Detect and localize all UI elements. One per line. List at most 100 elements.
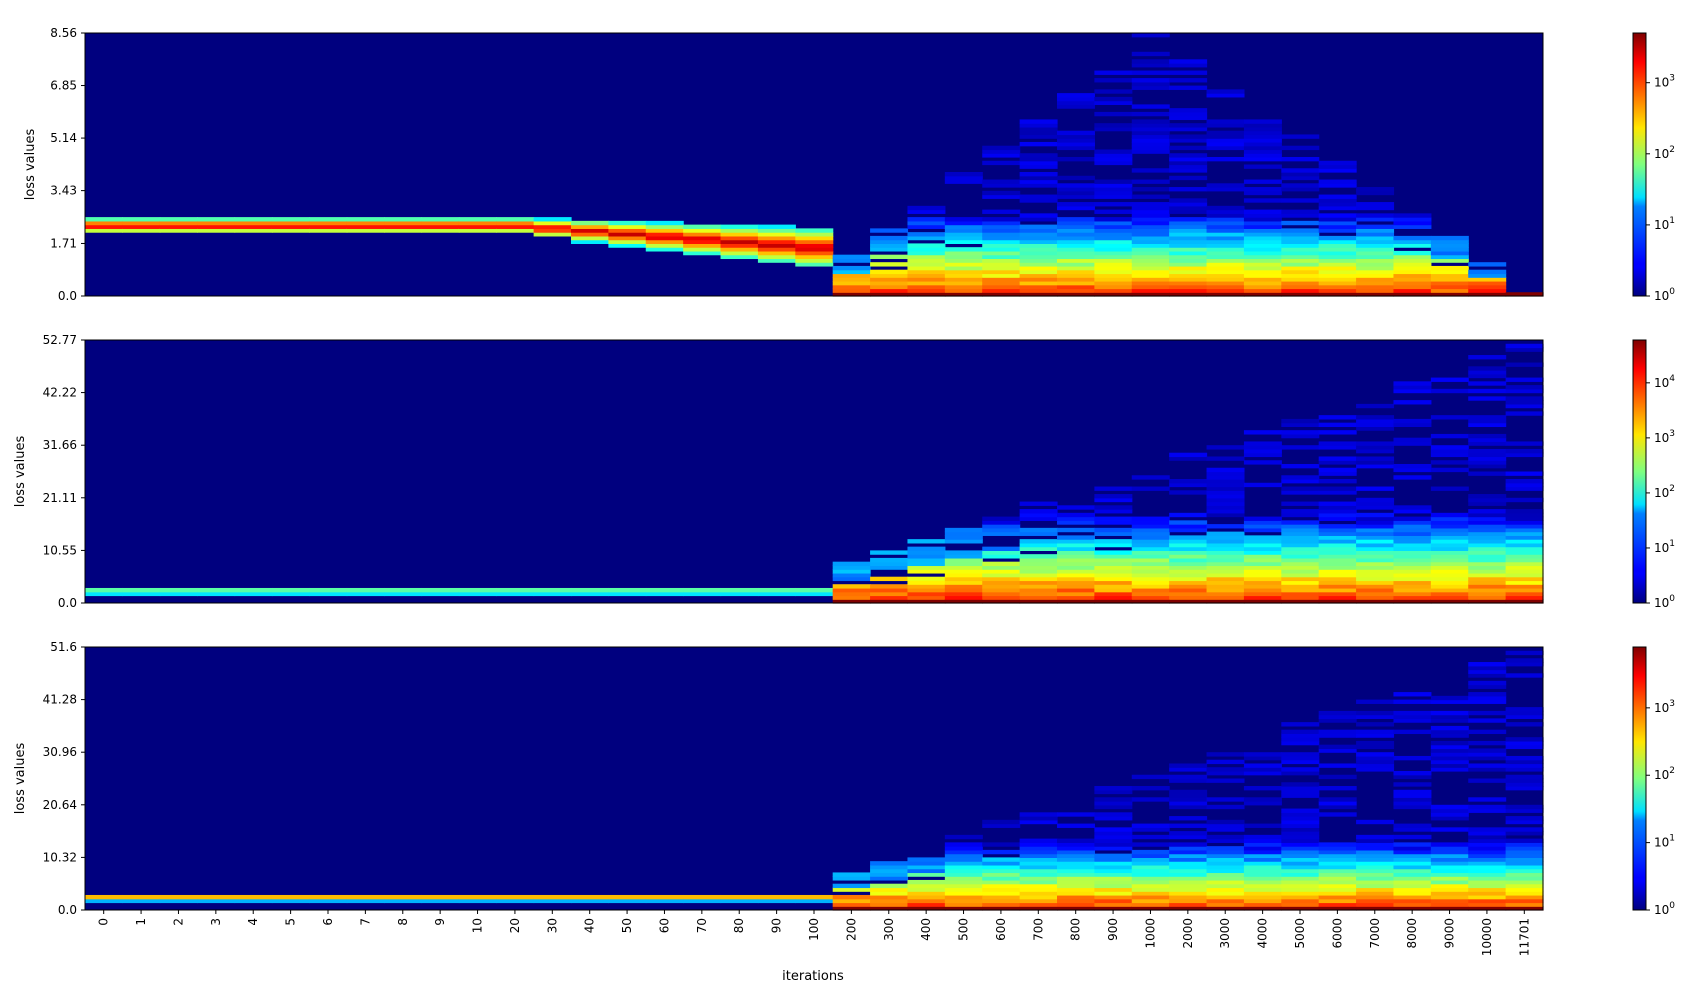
heatmap-cell — [1468, 542, 1507, 548]
heatmap-cell — [1318, 718, 1357, 723]
heatmap-cell — [1393, 475, 1432, 480]
x-tick-label: 600 — [994, 918, 1008, 941]
heatmap-cell — [1356, 288, 1395, 293]
heatmap-cell — [1505, 831, 1544, 836]
heatmap-cell — [1131, 145, 1170, 151]
heatmap-cell — [1131, 531, 1170, 536]
heatmap-cell — [832, 269, 871, 275]
heatmap-cell — [1430, 714, 1469, 719]
heatmap-cell — [1505, 846, 1544, 851]
heatmap-cell — [1206, 823, 1245, 828]
heatmap-cell — [1356, 463, 1395, 469]
heatmap-cell — [1169, 842, 1208, 847]
heatmap-cell — [1318, 456, 1357, 461]
heatmap-cell — [1393, 872, 1432, 877]
heatmap-cell — [1393, 849, 1432, 855]
heatmap-cell — [1318, 591, 1357, 597]
heatmap-cell — [1430, 740, 1469, 746]
heatmap-cell — [982, 572, 1021, 578]
heatmap-cell — [982, 902, 1021, 907]
heatmap-cell — [1393, 887, 1432, 892]
heatmap-cell — [1468, 879, 1507, 885]
heatmap-cell — [1505, 482, 1544, 488]
heatmap-cell — [1169, 243, 1208, 248]
heatmap-cell — [1468, 381, 1507, 386]
heatmap-cell — [1356, 861, 1395, 866]
heatmap-cell — [1281, 213, 1320, 218]
heatmap-cell — [1131, 85, 1170, 90]
heatmap-cell — [1243, 280, 1282, 286]
heatmap-cell — [1356, 887, 1395, 892]
heatmap-cell — [1057, 864, 1095, 870]
heatmap-cell — [1281, 834, 1320, 840]
heatmap-cell — [1169, 572, 1208, 578]
heatmap-cell — [1243, 284, 1282, 290]
heatmap-cell — [1505, 565, 1544, 570]
heatmap-cell — [1430, 846, 1469, 851]
y-tick-label: 20.64 — [43, 798, 77, 812]
heatmap-cell — [1206, 213, 1245, 218]
heatmap-cell — [1468, 520, 1507, 525]
heatmap-cell — [1281, 243, 1320, 248]
heatmap-cell — [944, 595, 983, 600]
heatmap-cell — [1206, 262, 1245, 267]
heatmap-cell — [1094, 797, 1133, 802]
heatmap-cell — [870, 235, 909, 241]
heatmap-cell — [1169, 539, 1208, 544]
heatmap-cell — [1318, 243, 1357, 248]
heatmap-cell — [1094, 254, 1133, 260]
heatmap-cell — [1169, 78, 1208, 83]
heatmap-cell — [1094, 96, 1133, 102]
heatmap-cell — [1019, 123, 1058, 128]
heatmap-cell — [1281, 292, 1320, 297]
colorbar-tick-label: 103 — [1654, 699, 1675, 715]
heatmap-cell — [944, 898, 983, 904]
heatmap-cell — [1281, 277, 1320, 282]
colorbar-tick-label: 101 — [1654, 834, 1675, 850]
heatmap-cell — [1206, 205, 1245, 211]
heatmap-cell — [1505, 906, 1544, 911]
heatmap-cell — [608, 898, 647, 904]
heatmap-cell — [1318, 235, 1357, 241]
heatmap-cell — [1393, 595, 1432, 600]
heatmap-cell — [1243, 232, 1282, 237]
heatmap-cell — [982, 277, 1021, 282]
heatmap-cell — [1094, 509, 1133, 514]
heatmap-cell — [1281, 509, 1320, 514]
heatmap-cell — [982, 288, 1021, 293]
heatmap-cell — [1281, 187, 1320, 192]
heatmap-cell — [1318, 460, 1357, 465]
heatmap-cell — [1281, 175, 1320, 181]
heatmap-cell — [1505, 767, 1544, 772]
heatmap-cell — [1094, 111, 1133, 117]
heatmap-cell — [832, 902, 871, 907]
heatmap-cell — [1019, 247, 1058, 252]
heatmap-cell — [1169, 520, 1208, 525]
heatmap-cell — [982, 887, 1021, 892]
heatmap-cell — [1505, 452, 1544, 458]
heatmap-cell — [1468, 572, 1507, 578]
heatmap-cell — [1318, 595, 1357, 600]
heatmap-cell — [870, 561, 909, 567]
heatmap-cell — [1019, 595, 1058, 600]
heatmap-cell — [1019, 141, 1058, 147]
heatmap-cell — [907, 288, 946, 293]
colorbar-tick-label: 103 — [1654, 74, 1675, 90]
heatmap-cell — [1131, 104, 1170, 109]
heatmap-cell — [1019, 591, 1058, 597]
heatmap-cell — [1318, 415, 1357, 420]
x-tick-label: 5 — [284, 918, 298, 926]
heatmap-cell — [1468, 752, 1507, 757]
heatmap-cell — [907, 292, 946, 297]
heatmap-cell — [1169, 599, 1208, 604]
heatmap-cell — [1243, 145, 1282, 151]
heatmap-cell — [271, 894, 310, 900]
heatmap-cell — [1393, 898, 1432, 904]
heatmap-cell — [757, 228, 796, 233]
heatmap-cell — [1206, 587, 1245, 593]
heatmap-cell — [1206, 778, 1245, 783]
heatmap-cell — [1131, 141, 1170, 147]
heatmap-cell — [1318, 599, 1357, 604]
heatmap-cell — [1356, 879, 1395, 885]
